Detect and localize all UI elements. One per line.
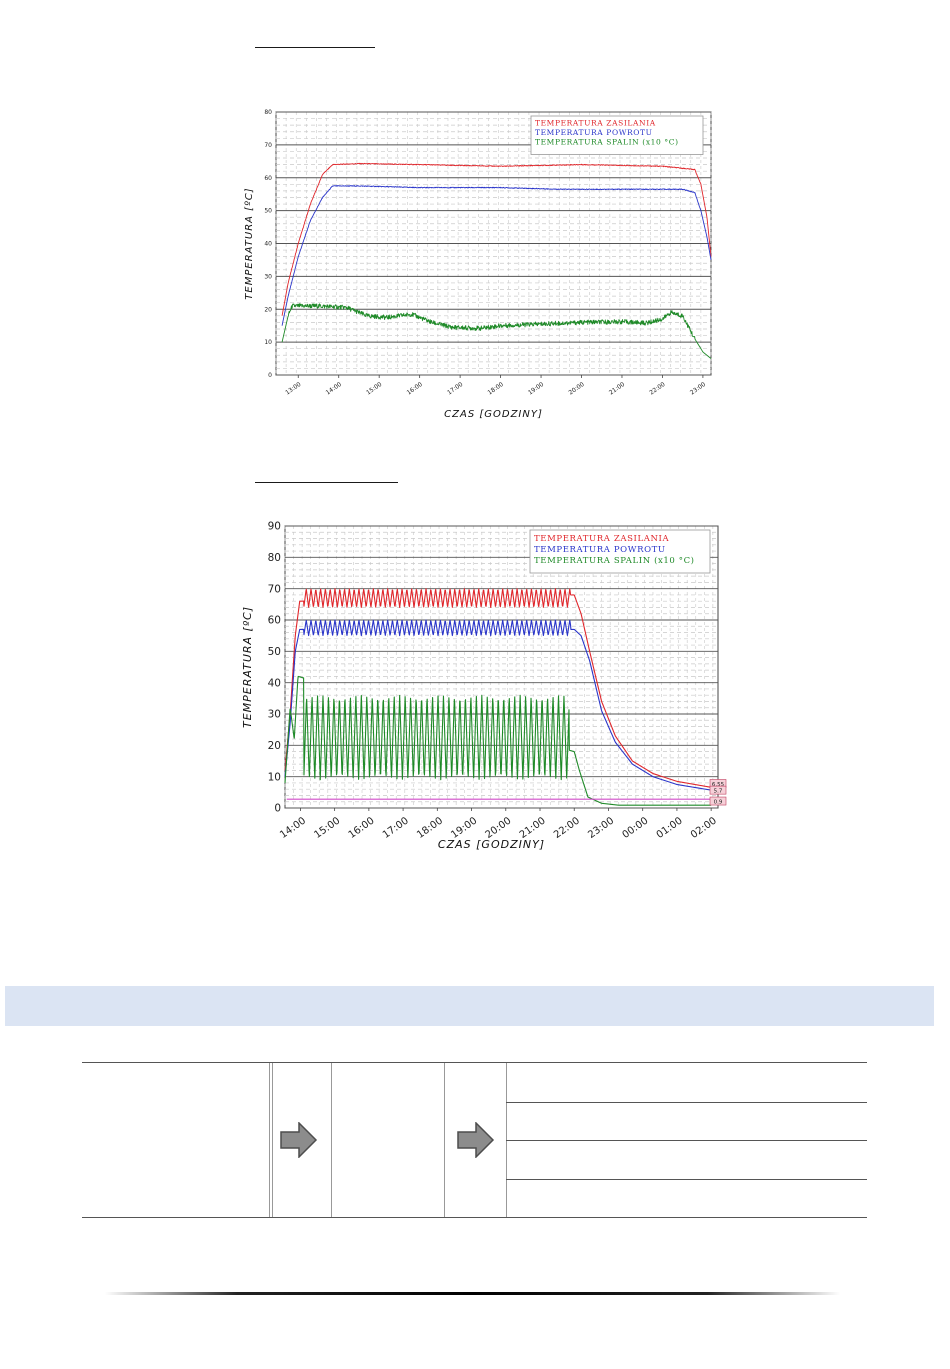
footer-rule [105,1292,840,1295]
table-divider [444,1063,445,1217]
y-tick-label: 50 [264,208,272,215]
table-row-divider [506,1179,867,1180]
y-tick-label: 20 [264,306,272,313]
arrow-right-icon [280,1122,318,1158]
y-tick-label: 80 [268,552,281,564]
series-line [284,588,712,788]
legend-entry: TEMPERATURA POWROTU [535,128,653,137]
y-tick-label: 10 [264,339,272,346]
x-tick-label: 17:00 [381,815,411,841]
y-tick-label: 60 [264,175,272,182]
table-divider [269,1063,273,1217]
heading-underline-2 [255,482,398,483]
series-line [281,303,712,359]
x-tick-label: 15:00 [312,815,342,841]
heading-underline-1 [255,47,375,48]
end-value-label: 5.7 [714,789,723,795]
x-tick-label: 01:00 [655,815,685,841]
series-line [284,675,712,806]
x-tick-label: 16:00 [347,815,377,841]
y-tick-label: 30 [264,273,272,280]
y-tick-label: 10 [268,771,281,783]
table-row-divider [506,1140,867,1141]
legend-entry: TEMPERATURA ZASILANIA [534,534,669,544]
y-tick-label: 90 [268,521,281,533]
legend-entry: TEMPERATURA ZASILANIA [535,119,656,128]
legend [530,115,704,155]
y-tick-label: 0 [274,803,281,815]
x-tick-label: 14:00 [278,815,308,841]
y-tick-label: 0 [268,372,272,379]
y-tick-label: 40 [264,241,272,248]
x-tick-label: 02:00 [689,815,719,841]
section-band [5,986,934,1026]
arrow-right-icon [457,1122,495,1158]
legend-entry: TEMPERATURA SPALIN (x10 °C) [535,138,679,147]
series-line [284,619,712,791]
process-flow-table [82,1062,867,1218]
legend-entry: TEMPERATURA POWROTU [534,545,666,555]
x-tick-label: 22:00 [552,815,582,841]
table-row-divider [506,1102,867,1103]
y-tick-label: 70 [268,583,281,595]
series-line [281,185,712,326]
y-tick-label: 20 [268,740,281,752]
x-axis-label: CZAS [GODZINY] [438,838,545,851]
y-tick-label: 60 [268,615,281,627]
x-tick-label: 00:00 [620,815,650,841]
y-tick-label: 50 [268,646,281,658]
y-axis-label: TEMPERATURA [ºC] [244,187,255,299]
end-value-label: 6.55 [712,782,725,788]
end-value-badge [709,785,727,795]
x-tick-label: 23:00 [586,815,616,841]
y-axis-label: TEMPERATURA [ºC] [241,606,254,728]
x-axis-label: CZAS [GODZINY] [444,409,543,420]
y-tick-label: 30 [268,709,281,721]
end-value-badge [709,796,727,806]
y-tick-label: 40 [268,677,281,689]
legend-entry: TEMPERATURA SPALIN (x10 °C) [534,555,695,566]
table-divider [331,1063,332,1217]
legend [529,529,711,574]
y-tick-label: 70 [264,142,272,149]
series-line [281,162,712,316]
end-value-label: 0.9 [714,800,723,806]
y-tick-label: 80 [264,109,272,116]
